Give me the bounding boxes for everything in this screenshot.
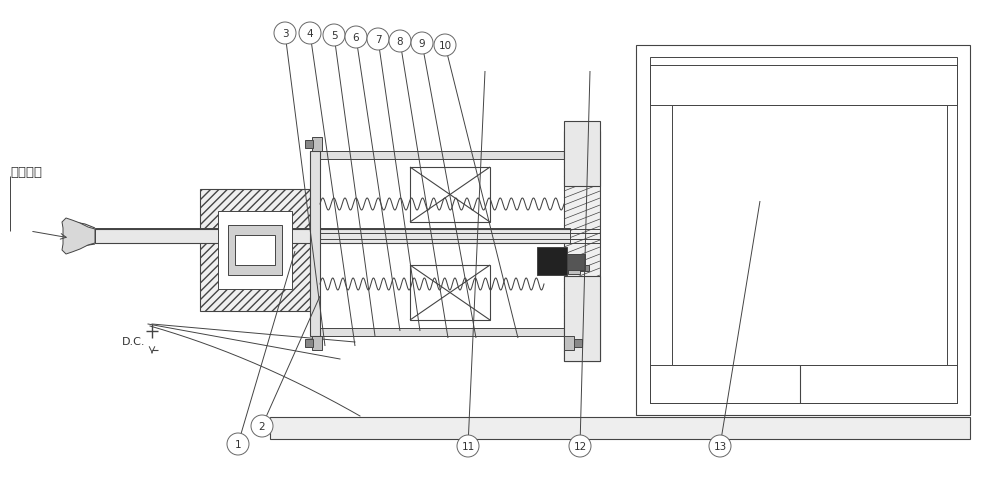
- Circle shape: [251, 415, 273, 437]
- Circle shape: [434, 35, 456, 57]
- Bar: [320, 152, 564, 160]
- Bar: [568, 263, 580, 275]
- Bar: [305, 141, 313, 149]
- Bar: [574, 339, 582, 347]
- Text: 8: 8: [397, 37, 403, 47]
- Text: 12: 12: [573, 441, 587, 451]
- Text: 5: 5: [331, 31, 337, 41]
- Bar: [305, 339, 313, 347]
- Circle shape: [323, 25, 345, 47]
- Bar: [650, 58, 957, 403]
- Text: 旋转轴系: 旋转轴系: [10, 165, 42, 178]
- Bar: [564, 132, 600, 361]
- PathPatch shape: [62, 218, 95, 255]
- Bar: [567, 255, 585, 271]
- Bar: [218, 211, 292, 290]
- Bar: [672, 106, 947, 365]
- Circle shape: [299, 23, 321, 45]
- Bar: [95, 228, 570, 243]
- Text: 13: 13: [713, 441, 727, 451]
- Circle shape: [227, 433, 249, 455]
- Circle shape: [345, 27, 367, 49]
- Bar: [410, 266, 490, 320]
- Text: D.C.: D.C.: [122, 336, 146, 346]
- Bar: [312, 336, 322, 350]
- Bar: [650, 66, 957, 106]
- Bar: [270, 417, 970, 439]
- Circle shape: [367, 29, 389, 51]
- Bar: [228, 225, 282, 276]
- Circle shape: [457, 435, 479, 457]
- Bar: [636, 46, 970, 415]
- Bar: [580, 266, 589, 272]
- Bar: [312, 138, 322, 152]
- Text: 7: 7: [375, 35, 381, 45]
- Bar: [564, 122, 600, 187]
- Bar: [310, 152, 320, 336]
- Bar: [564, 336, 574, 350]
- Bar: [650, 365, 957, 403]
- Bar: [564, 277, 600, 361]
- Circle shape: [569, 435, 591, 457]
- Bar: [410, 168, 490, 222]
- Circle shape: [274, 23, 296, 45]
- Bar: [537, 247, 567, 276]
- Text: 9: 9: [419, 39, 425, 49]
- Circle shape: [709, 435, 731, 457]
- Text: 11: 11: [461, 441, 475, 451]
- Bar: [320, 152, 564, 336]
- Text: 4: 4: [307, 29, 313, 39]
- Text: 2: 2: [259, 421, 265, 431]
- Circle shape: [389, 31, 411, 53]
- Circle shape: [411, 33, 433, 55]
- Text: 3: 3: [282, 29, 288, 39]
- Text: 10: 10: [438, 41, 452, 51]
- Text: 6: 6: [353, 33, 359, 43]
- Text: 1: 1: [235, 439, 241, 449]
- Bar: [320, 328, 564, 336]
- Bar: [200, 189, 310, 312]
- Bar: [235, 235, 275, 266]
